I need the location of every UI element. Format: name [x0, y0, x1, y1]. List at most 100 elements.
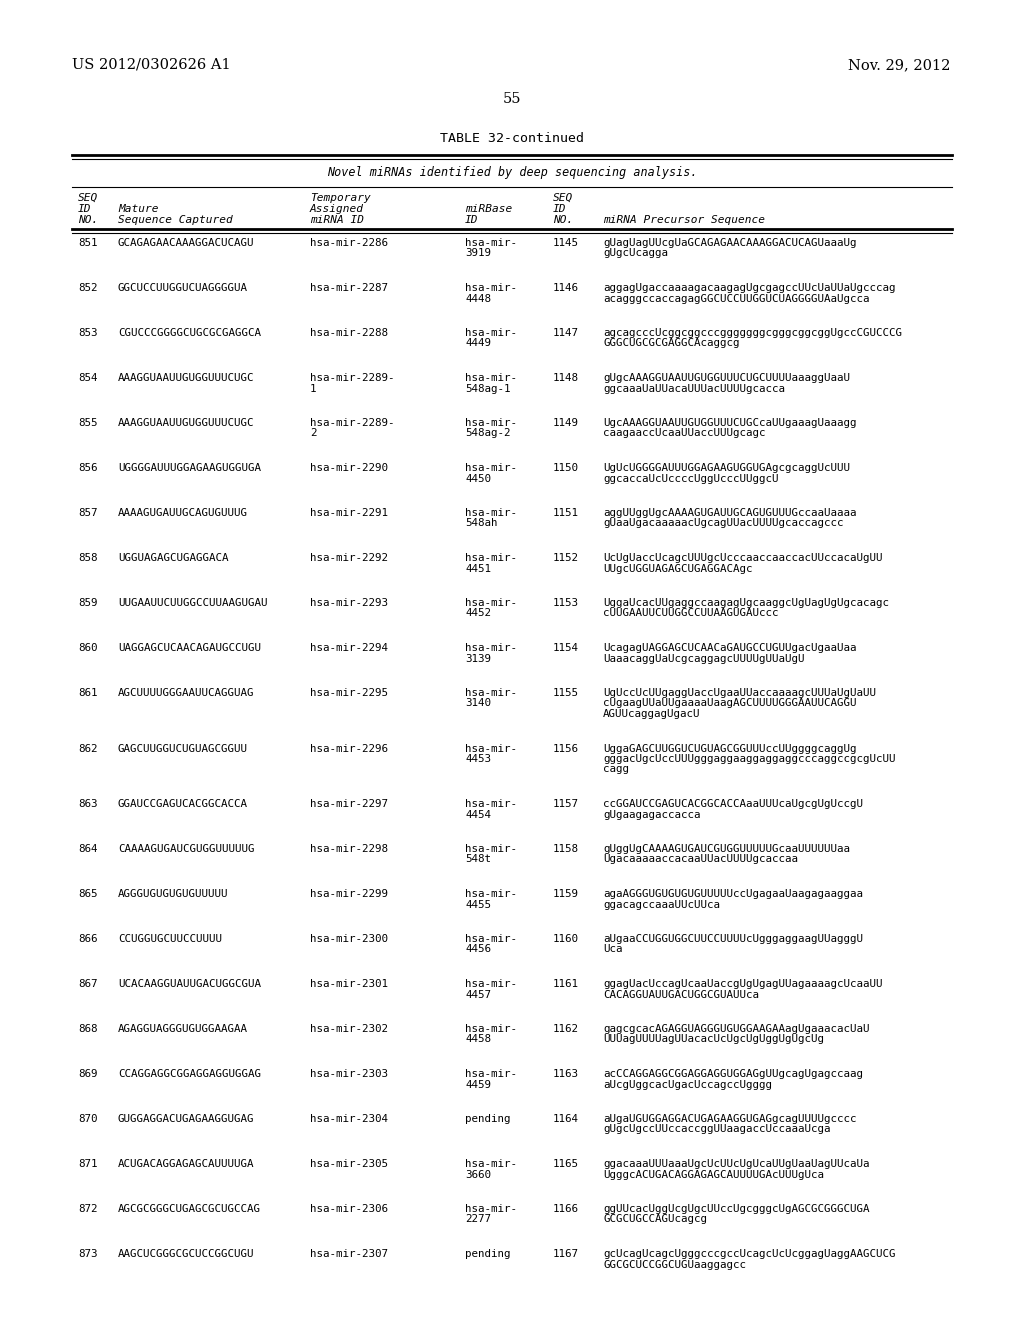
Text: UgUccUcUUgaggUaccUgaaUUaccaaaagcUUUaUgUaUU: UgUccUcUUgaggUaccUgaaUUaccaaaagcUUUaUgUa… — [603, 688, 876, 698]
Text: 872: 872 — [78, 1204, 97, 1214]
Text: hsa-mir-: hsa-mir- — [465, 643, 517, 653]
Text: UggaUcacUUgaggccaagagUgcaaggcUgUagUgUgcacagc: UggaUcacUUgaggccaagagUgcaaggcUgUagUgUgca… — [603, 598, 889, 609]
Text: AAAGGUAAUUGUGGUUUCUGC: AAAGGUAAUUGUGGUUUCUGC — [118, 374, 255, 383]
Text: hsa-mir-: hsa-mir- — [465, 1204, 517, 1214]
Text: AAAGGUAAUUGUGGUUUCUGC: AAAGGUAAUUGUGGUUUCUGC — [118, 418, 255, 428]
Text: AGGGUGUGUGUGUUUUU: AGGGUGUGUGUGUUUUU — [118, 888, 228, 899]
Text: 864: 864 — [78, 843, 97, 854]
Text: UGGGGAUUUGGAGAAGUGGUGA: UGGGGAUUUGGAGAAGUGGUGA — [118, 463, 261, 473]
Text: 1151: 1151 — [553, 508, 579, 517]
Text: 1146: 1146 — [553, 282, 579, 293]
Text: 1162: 1162 — [553, 1024, 579, 1034]
Text: hsa-mir-: hsa-mir- — [465, 418, 517, 428]
Text: UgUcUGGGGAUUUGGAGAAGUGGUGAgcgcaggUcUUU: UgUcUGGGGAUUUGGAGAAGUGGUGAgcgcaggUcUUU — [603, 463, 850, 473]
Text: UaaacaggUaUcgcaggagcUUUUgUUaUgU: UaaacaggUaUcgcaggagcUUUUgUUaUgU — [603, 653, 805, 664]
Text: caagaaccUcaaUUaccUUUgcagc: caagaaccUcaaUUaccUUUgcagc — [603, 429, 766, 438]
Text: hsa-mir-: hsa-mir- — [465, 374, 517, 383]
Text: 1161: 1161 — [553, 979, 579, 989]
Text: hsa-mir-: hsa-mir- — [465, 979, 517, 989]
Text: gUggUgCAAAAGUGAUCGUGGUUUUUGcaaUUUUUUaa: gUggUgCAAAAGUGAUCGUGGUUUUUGcaaUUUUUUaa — [603, 843, 850, 854]
Text: agcagcccUcggcggcccgggggggcgggcggcggUgccCGUCCCG: agcagcccUcggcggcccgggggggcgggcggcggUgccC… — [603, 327, 902, 338]
Text: CCAGGAGGCGGAGGAGGUGGAG: CCAGGAGGCGGAGGAGGUGGAG — [118, 1069, 261, 1078]
Text: ggagUacUccagUcaaUaccgUgUgagUUagaaaagcUcaaUU: ggagUacUccagUcaaUaccgUgUgagUUagaaaagcUca… — [603, 979, 883, 989]
Text: 866: 866 — [78, 935, 97, 944]
Text: 4453: 4453 — [465, 754, 490, 764]
Text: hsa-mir-: hsa-mir- — [465, 1024, 517, 1034]
Text: ID: ID — [465, 215, 478, 224]
Text: hsa-mir-: hsa-mir- — [465, 1159, 517, 1170]
Text: 4451: 4451 — [465, 564, 490, 573]
Text: 857: 857 — [78, 508, 97, 517]
Text: hsa-mir-: hsa-mir- — [465, 688, 517, 698]
Text: 3660: 3660 — [465, 1170, 490, 1180]
Text: AAGCUCGGGCGCUCCGGCUGU: AAGCUCGGGCGCUCCGGCUGU — [118, 1249, 255, 1259]
Text: 1164: 1164 — [553, 1114, 579, 1125]
Text: hsa-mir-2289-: hsa-mir-2289- — [310, 418, 394, 428]
Text: 3919: 3919 — [465, 248, 490, 259]
Text: 851: 851 — [78, 238, 97, 248]
Text: miRNA Precursor Sequence: miRNA Precursor Sequence — [603, 215, 765, 224]
Text: 4455: 4455 — [465, 899, 490, 909]
Text: 4448: 4448 — [465, 293, 490, 304]
Text: hsa-mir-: hsa-mir- — [465, 553, 517, 564]
Text: pending: pending — [465, 1249, 511, 1259]
Text: gUagUagUUcgUaGCAGAGAACAAAGGACUCAGUaaaUg: gUagUagUUcgUaGCAGAGAACAAAGGACUCAGUaaaUg — [603, 238, 856, 248]
Text: ggacaaaUUUaaaUgcUcUUcUgUcaUUgUaaUagUUcaUa: ggacaaaUUUaaaUgcUcUUcUgUcaUUgUaaUagUUcaU… — [603, 1159, 869, 1170]
Text: UUUagUUUUagUUacacUcUgcUgUggUgUgcUg: UUUagUUUUagUUacacUcUgcUgUggUgUgcUg — [603, 1035, 824, 1044]
Text: hsa-mir-2291: hsa-mir-2291 — [310, 508, 388, 517]
Text: ccGGAUCCGAGUCACGGCACCAaaUUUcaUgcgUgUccgU: ccGGAUCCGAGUCACGGCACCAaaUUUcaUgcgUgUccgU — [603, 799, 863, 809]
Text: hsa-mir-2295: hsa-mir-2295 — [310, 688, 388, 698]
Text: UgggcACUGACAGGAGAGCAUUUUGAcUUUgUca: UgggcACUGACAGGAGAGCAUUUUGAcUUUgUca — [603, 1170, 824, 1180]
Text: CAAAAGUGAUCGUGGUUUUUG: CAAAAGUGAUCGUGGUUUUUG — [118, 843, 255, 854]
Text: UCACAAGGUAUUGACUGGCGUA: UCACAAGGUAUUGACUGGCGUA — [118, 979, 261, 989]
Text: 4457: 4457 — [465, 990, 490, 999]
Text: GCGCUGCCAGUcagcg: GCGCUGCCAGUcagcg — [603, 1214, 707, 1225]
Text: NO.: NO. — [78, 215, 98, 224]
Text: hsa-mir-2301: hsa-mir-2301 — [310, 979, 388, 989]
Text: AGCGCGGGCUGAGCGCUGCCAG: AGCGCGGGCUGAGCGCUGCCAG — [118, 1204, 261, 1214]
Text: UUGAAUUCUUGGCCUUAAGUGAU: UUGAAUUCUUGGCCUUAAGUGAU — [118, 598, 267, 609]
Text: hsa-mir-2297: hsa-mir-2297 — [310, 799, 388, 809]
Text: 1145: 1145 — [553, 238, 579, 248]
Text: GUGGAGGACUGAGAAGGUGAG: GUGGAGGACUGAGAAGGUGAG — [118, 1114, 255, 1125]
Text: gcUcagUcagcUgggcccgccUcagcUcUcggagUaggAAGCUCG: gcUcagUcagcUgggcccgccUcagcUcUcggagUaggAA… — [603, 1249, 896, 1259]
Text: 4454: 4454 — [465, 809, 490, 820]
Text: UUgcUGGUAGAGCUGAGGACAgc: UUgcUGGUAGAGCUGAGGACAgc — [603, 564, 753, 573]
Text: CGUCCCGGGGCUGCGCGAGGCA: CGUCCCGGGGCUGCGCGAGGCA — [118, 327, 261, 338]
Text: 1: 1 — [310, 384, 316, 393]
Text: UgacaaaaaccacaaUUacUUUUgcaccaa: UgacaaaaaccacaaUUacUUUUgcaccaa — [603, 854, 798, 865]
Text: 1147: 1147 — [553, 327, 579, 338]
Text: hsa-mir-2307: hsa-mir-2307 — [310, 1249, 388, 1259]
Text: UGGUAGAGCUGAGGACA: UGGUAGAGCUGAGGACA — [118, 553, 228, 564]
Text: cUUGAAUUCUUGGCCUUAAGUGAUccc: cUUGAAUUCUUGGCCUUAAGUGAUccc — [603, 609, 778, 619]
Text: 1155: 1155 — [553, 688, 579, 698]
Text: hsa-mir-2306: hsa-mir-2306 — [310, 1204, 388, 1214]
Text: hsa-mir-2289-: hsa-mir-2289- — [310, 374, 394, 383]
Text: aUgaaCCUGGUGGCUUCCUUUUcUgggaggaagUUagggU: aUgaaCCUGGUGGCUUCCUUUUcUgggaggaagUUagggU — [603, 935, 863, 944]
Text: hsa-mir-2300: hsa-mir-2300 — [310, 935, 388, 944]
Text: 1163: 1163 — [553, 1069, 579, 1078]
Text: 4459: 4459 — [465, 1080, 490, 1089]
Text: hsa-mir-: hsa-mir- — [465, 327, 517, 338]
Text: hsa-mir-2294: hsa-mir-2294 — [310, 643, 388, 653]
Text: SEQ: SEQ — [78, 193, 98, 203]
Text: 55: 55 — [503, 92, 521, 106]
Text: 1148: 1148 — [553, 374, 579, 383]
Text: 3140: 3140 — [465, 698, 490, 709]
Text: 1149: 1149 — [553, 418, 579, 428]
Text: hsa-mir-2287: hsa-mir-2287 — [310, 282, 388, 293]
Text: gUaaUgacaaaaacUgcagUUacUUUUgcaccagccc: gUaaUgacaaaaacUgcagUUacUUUUgcaccagccc — [603, 519, 844, 528]
Text: AGCUUUUGGGAAUUCAGGUAG: AGCUUUUGGGAAUUCAGGUAG — [118, 688, 255, 698]
Text: GGCUCCUUGGUCUAGGGGUA: GGCUCCUUGGUCUAGGGGUA — [118, 282, 248, 293]
Text: 4450: 4450 — [465, 474, 490, 483]
Text: miRBase: miRBase — [465, 205, 512, 214]
Text: 868: 868 — [78, 1024, 97, 1034]
Text: GCAGAGAACAAAGGACUCAGU: GCAGAGAACAAAGGACUCAGU — [118, 238, 255, 248]
Text: 1150: 1150 — [553, 463, 579, 473]
Text: 853: 853 — [78, 327, 97, 338]
Text: ggUUcacUggUcgUgcUUccUgcgggcUgAGCGCGGGCUGA: ggUUcacUggUcgUgcUUccUgcgggcUgAGCGCGGGCUG… — [603, 1204, 869, 1214]
Text: hsa-mir-: hsa-mir- — [465, 799, 517, 809]
Text: ggacagccaaaUUcUUca: ggacagccaaaUUcUUca — [603, 899, 720, 909]
Text: hsa-mir-: hsa-mir- — [465, 508, 517, 517]
Text: Temporary: Temporary — [310, 193, 371, 203]
